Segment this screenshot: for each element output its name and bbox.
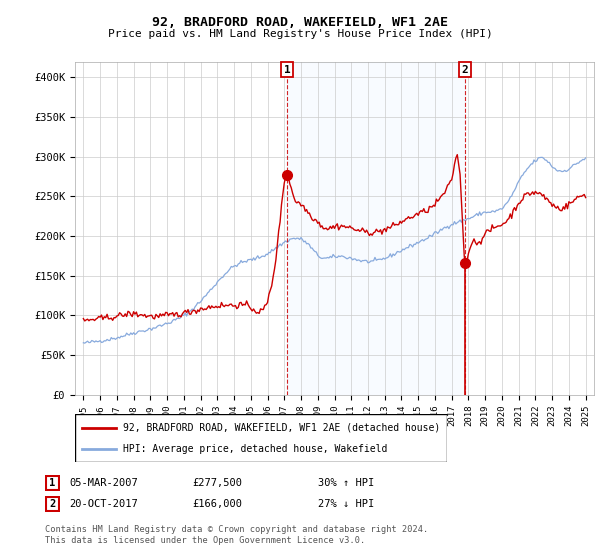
Text: Price paid vs. HM Land Registry's House Price Index (HPI): Price paid vs. HM Land Registry's House …: [107, 29, 493, 39]
Text: 05-MAR-2007: 05-MAR-2007: [69, 478, 138, 488]
Text: £277,500: £277,500: [192, 478, 242, 488]
FancyBboxPatch shape: [75, 414, 447, 462]
Text: 92, BRADFORD ROAD, WAKEFIELD, WF1 2AE (detached house): 92, BRADFORD ROAD, WAKEFIELD, WF1 2AE (d…: [124, 423, 440, 433]
Text: 27% ↓ HPI: 27% ↓ HPI: [318, 499, 374, 509]
FancyBboxPatch shape: [46, 475, 59, 490]
Bar: [287, 62, 465, 395]
Text: 2: 2: [49, 499, 56, 509]
FancyBboxPatch shape: [46, 497, 59, 511]
Text: Contains HM Land Registry data © Crown copyright and database right 2024.
This d: Contains HM Land Registry data © Crown c…: [45, 525, 428, 545]
Text: 30% ↑ HPI: 30% ↑ HPI: [318, 478, 374, 488]
Text: 2: 2: [462, 64, 469, 74]
Text: HPI: Average price, detached house, Wakefield: HPI: Average price, detached house, Wake…: [124, 444, 388, 454]
Text: £166,000: £166,000: [192, 499, 242, 509]
Text: 20-OCT-2017: 20-OCT-2017: [69, 499, 138, 509]
Text: 92, BRADFORD ROAD, WAKEFIELD, WF1 2AE: 92, BRADFORD ROAD, WAKEFIELD, WF1 2AE: [152, 16, 448, 29]
Text: 1: 1: [49, 478, 56, 488]
Text: 1: 1: [284, 64, 290, 74]
